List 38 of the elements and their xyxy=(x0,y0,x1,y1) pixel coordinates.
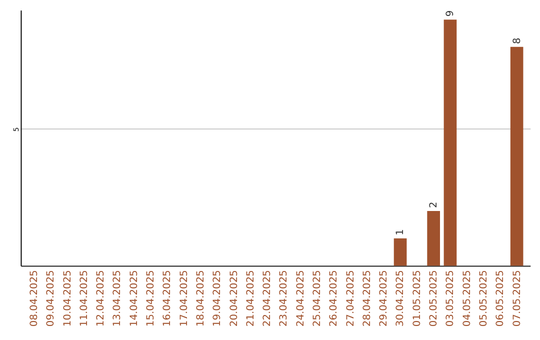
data-label: 2 xyxy=(428,202,440,208)
x-tick-label: 28.04.2025 xyxy=(362,270,373,327)
x-tick-label: 02.05.2025 xyxy=(428,270,440,327)
x-tick-label: 08.04.2025 xyxy=(29,270,40,327)
x-tick-label: 30.04.2025 xyxy=(395,270,406,327)
bar xyxy=(427,210,440,266)
x-tick-label: 29.04.2025 xyxy=(378,270,390,327)
data-label: 9 xyxy=(445,10,456,17)
x-tick-label: 27.04.2025 xyxy=(345,270,356,327)
data-label: 8 xyxy=(512,38,523,44)
x-tick-label: 19.04.2025 xyxy=(212,270,224,327)
x-tick-label: 04.05.2025 xyxy=(462,270,473,327)
x-tick-label: 24.04.2025 xyxy=(295,270,306,327)
x-tick-label: 17.04.2025 xyxy=(178,270,190,327)
x-tick-label: 05.05.2025 xyxy=(478,270,490,327)
x-tick-label: 26.04.2025 xyxy=(328,270,340,327)
x-tick-label: 06.05.2025 xyxy=(495,270,506,327)
x-tick-label: 07.05.2025 xyxy=(512,270,523,327)
x-tick-label: 20.04.2025 xyxy=(228,270,240,327)
x-tick-label: 16.04.2025 xyxy=(162,270,174,327)
x-tick-label: 11.04.2025 xyxy=(78,270,90,327)
x-tick-label: 25.04.2025 xyxy=(312,270,324,327)
x-tick-label: 03.05.2025 xyxy=(445,270,456,327)
x-tick-label: 15.04.2025 xyxy=(146,270,157,327)
x-tick-label: 12.04.2025 xyxy=(96,270,107,327)
x-tick-label: 13.04.2025 xyxy=(112,270,124,327)
x-tick-label: 01.05.2025 xyxy=(412,270,423,327)
x-tick-label: 18.04.2025 xyxy=(195,270,206,327)
x-tick-label: 14.04.2025 xyxy=(128,270,140,327)
x-tick-label: 23.04.2025 xyxy=(278,270,290,327)
x-tick-label: 21.04.2025 xyxy=(245,270,256,327)
x-tick-label: 22.04.2025 xyxy=(262,270,274,327)
bar xyxy=(444,20,457,266)
bar xyxy=(510,46,524,266)
x-tick-label: 09.04.2025 xyxy=(46,270,57,327)
data-label: 1 xyxy=(395,229,406,236)
bar xyxy=(394,238,407,266)
x-tick-label: 10.04.2025 xyxy=(62,270,74,327)
